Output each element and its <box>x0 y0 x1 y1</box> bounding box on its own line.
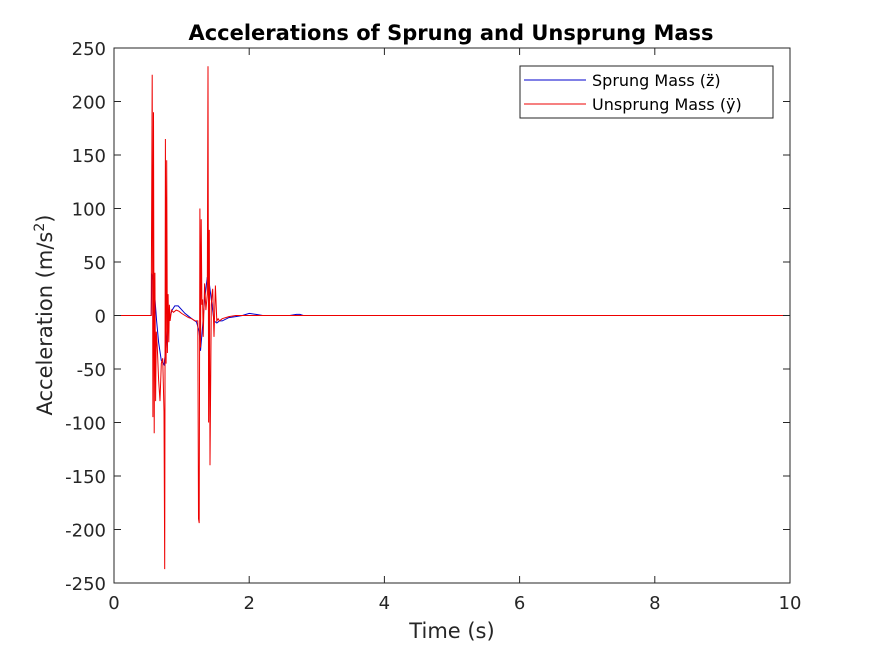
x-tick-label: 6 <box>514 593 525 614</box>
y-axis-label-close: ) <box>33 215 57 223</box>
series-line-unsprung-mass <box>114 66 790 570</box>
legend-label-unsprung: Unsprung Mass (ÿ) <box>592 95 742 114</box>
y-tick-label: -200 <box>65 521 106 542</box>
x-tick-label: 10 <box>779 593 802 614</box>
y-axis-label: Acceleration (m/s2) <box>32 215 57 416</box>
legend: Sprung Mass (z̈) Unsprung Mass (ÿ) <box>519 65 774 119</box>
series-layer <box>114 66 790 570</box>
x-tick-label: 4 <box>379 593 390 614</box>
y-tick-label: 200 <box>72 93 106 114</box>
x-tick-label: 0 <box>108 593 119 614</box>
x-tick-label: 8 <box>649 593 660 614</box>
y-tick-label: 50 <box>83 253 106 274</box>
y-axis-label-main: Acceleration (m/s <box>33 232 57 416</box>
y-tick-label: 100 <box>72 200 106 221</box>
y-axis-label-superscript: 2 <box>32 223 48 232</box>
y-tick-label: 150 <box>72 146 106 167</box>
y-tick-label: 250 <box>72 39 106 60</box>
x-axis-label: Time (s) <box>408 619 494 643</box>
x-tick-label: 2 <box>243 593 254 614</box>
y-tick-label: -50 <box>77 360 106 381</box>
y-tick-label: -100 <box>65 414 106 435</box>
ticks-layer: 0 2 4 6 8 10 -250 -200 -150 -100 -50 0 50 100 150 200 25… <box>65 39 801 614</box>
legend-box <box>519 65 774 119</box>
y-tick-label: -250 <box>65 574 106 595</box>
y-tick-label: -150 <box>65 467 106 488</box>
legend-label-sprung: Sprung Mass (z̈) <box>592 71 721 90</box>
chart-title: Accelerations of Sprung and Unsprung Mas… <box>188 21 713 45</box>
y-tick-label: 0 <box>95 307 106 328</box>
